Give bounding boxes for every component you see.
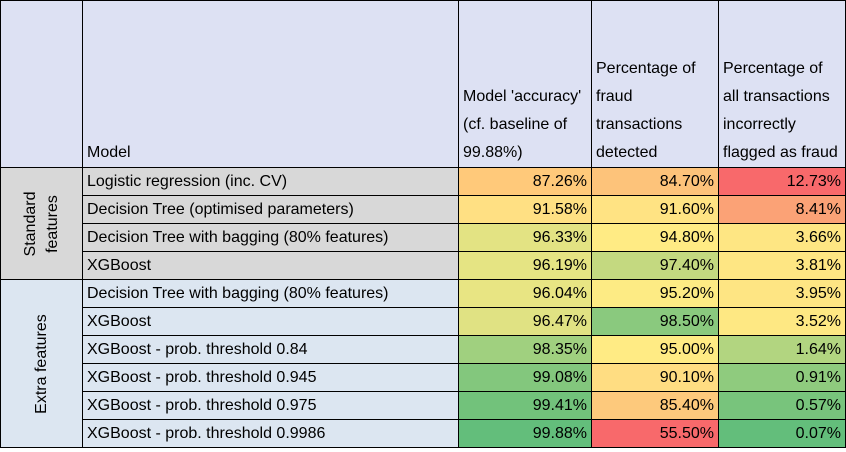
- group-label-cell: Standard features: [0, 167, 83, 280]
- model-cell: XGBoost - prob. threshold 0.9986: [82, 419, 459, 448]
- fraud-detected-cell: 98.50%: [591, 307, 719, 336]
- accuracy-cell: 96.33%: [458, 223, 592, 252]
- incorrectly-flagged-cell: 3.81%: [718, 251, 846, 280]
- accuracy-cell: 96.19%: [458, 251, 592, 280]
- header-group: [0, 0, 83, 168]
- fraud-detected-cell: 94.80%: [591, 223, 719, 252]
- table-row: XGBoost 96.47% 98.50% 3.52%: [1, 307, 846, 336]
- table-row: XGBoost - prob. threshold 0.945 99.08% 90.…: [1, 363, 846, 392]
- model-cell: XGBoost: [82, 251, 459, 280]
- accuracy-cell: 99.08%: [458, 363, 592, 392]
- incorrectly-flagged-cell: 3.95%: [718, 279, 846, 308]
- header-model: Model: [82, 0, 459, 168]
- incorrectly-flagged-cell: 12.73%: [718, 167, 846, 196]
- accuracy-cell: 87.26%: [458, 167, 592, 196]
- fraud-detected-cell: 95.00%: [591, 335, 719, 364]
- accuracy-cell: 99.88%: [458, 419, 592, 448]
- incorrectly-flagged-cell: 1.64%: [718, 335, 846, 364]
- fraud-detected-cell: 84.70%: [591, 167, 719, 196]
- model-cell: Logistic regression (inc. CV): [82, 167, 459, 196]
- fraud-detected-cell: 95.20%: [591, 279, 719, 308]
- incorrectly-flagged-cell: 3.52%: [718, 307, 846, 336]
- fraud-detected-cell: 97.40%: [591, 251, 719, 280]
- table-row: Decision Tree with bagging (80% features…: [1, 223, 846, 252]
- group-label: Standard features: [21, 191, 61, 256]
- incorrectly-flagged-cell: 8.41%: [718, 195, 846, 224]
- incorrectly-flagged-cell: 0.91%: [718, 363, 846, 392]
- incorrectly-flagged-cell: 3.66%: [718, 223, 846, 252]
- fraud-detected-cell: 90.10%: [591, 363, 719, 392]
- incorrectly-flagged-cell: 0.07%: [718, 419, 846, 448]
- fraud-detected-cell: 91.60%: [591, 195, 719, 224]
- group-label: Extra features: [32, 313, 50, 414]
- model-cell: XGBoost - prob. threshold 0.975: [82, 391, 459, 420]
- accuracy-cell: 96.04%: [458, 279, 592, 308]
- table-row: XGBoost 96.19% 97.40% 3.81%: [1, 251, 846, 280]
- model-cell: Decision Tree with bagging (80% features…: [82, 223, 459, 252]
- table-row: XGBoost - prob. threshold 0.84 98.35% 95.0…: [1, 335, 846, 364]
- header-accuracy: Model 'accuracy' (cf. baseline of 99.88%…: [458, 0, 592, 168]
- header-incorrectly-flagged: Percentage of all transactions incorrect…: [718, 0, 846, 168]
- accuracy-cell: 91.58%: [458, 195, 592, 224]
- model-cell: XGBoost - prob. threshold 0.945: [82, 363, 459, 392]
- group-label-cell: Extra features: [0, 279, 83, 448]
- table-row: Standard features Logistic regression (in…: [0, 167, 846, 280]
- header-row: Model Model 'accuracy' (cf. baseline of …: [0, 0, 846, 168]
- fraud-detected-cell: 85.40%: [591, 391, 719, 420]
- table-row: XGBoost - prob. threshold 0.9986 99.88% 55…: [1, 419, 846, 448]
- table-row: Extra features Decision Tree with bagging…: [0, 279, 846, 448]
- model-cell: Decision Tree with bagging (80% features…: [82, 279, 459, 308]
- model-cell: XGBoost: [82, 307, 459, 336]
- accuracy-cell: 99.41%: [458, 391, 592, 420]
- fraud-detected-cell: 55.50%: [591, 419, 719, 448]
- table-row: XGBoost - prob. threshold 0.975 99.41% 85.…: [1, 391, 846, 420]
- table-row: Decision Tree (optimised parameters) 91.5…: [1, 195, 846, 224]
- incorrectly-flagged-cell: 0.57%: [718, 391, 846, 420]
- accuracy-cell: 96.47%: [458, 307, 592, 336]
- model-cell: XGBoost - prob. threshold 0.84: [82, 335, 459, 364]
- table-body: Standard features Logistic regression (in…: [0, 167, 846, 448]
- accuracy-cell: 98.35%: [458, 335, 592, 364]
- model-cell: Decision Tree (optimised parameters): [82, 195, 459, 224]
- header-fraud-detected: Percentage of fraud transactions detecte…: [591, 0, 719, 168]
